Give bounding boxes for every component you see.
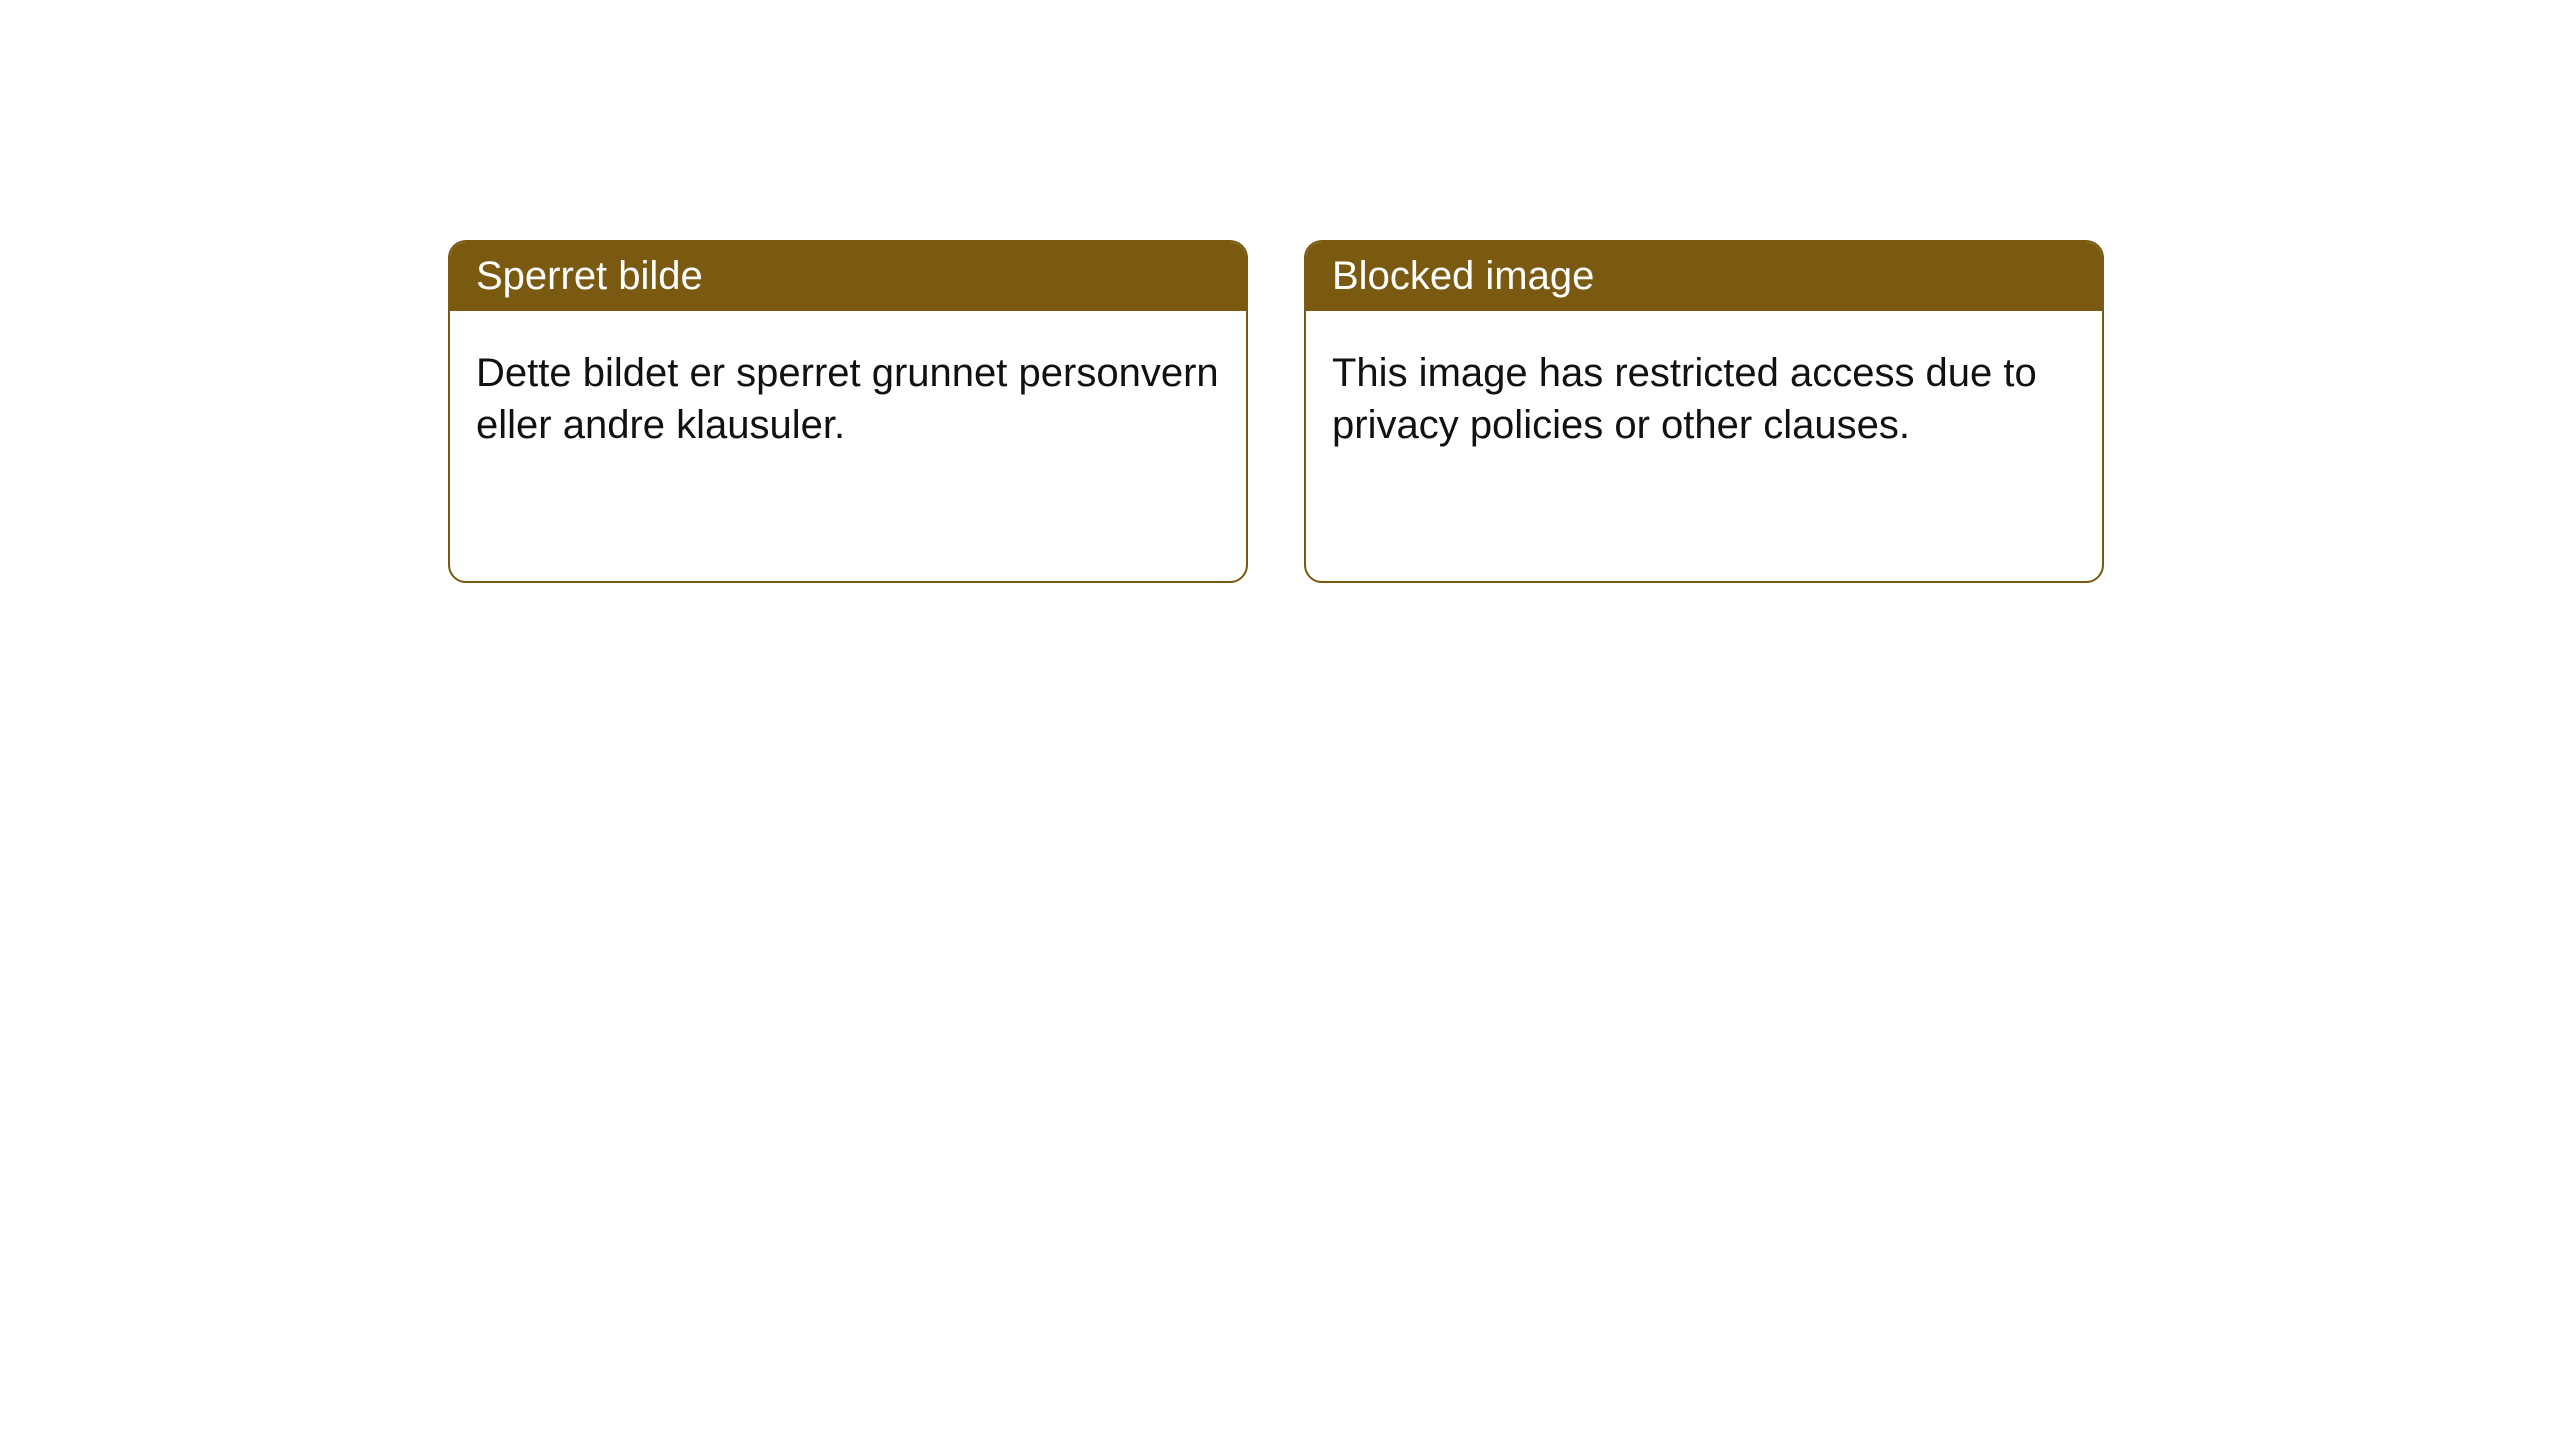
- card-body-no: Dette bildet er sperret grunnet personve…: [450, 311, 1246, 581]
- notice-container: Sperret bilde Dette bildet er sperret gr…: [448, 240, 2104, 583]
- card-body-en: This image has restricted access due to …: [1306, 311, 2102, 581]
- blocked-image-card-en: Blocked image This image has restricted …: [1304, 240, 2104, 583]
- blocked-image-card-no: Sperret bilde Dette bildet er sperret gr…: [448, 240, 1248, 583]
- card-header-no: Sperret bilde: [450, 242, 1246, 311]
- card-header-en: Blocked image: [1306, 242, 2102, 311]
